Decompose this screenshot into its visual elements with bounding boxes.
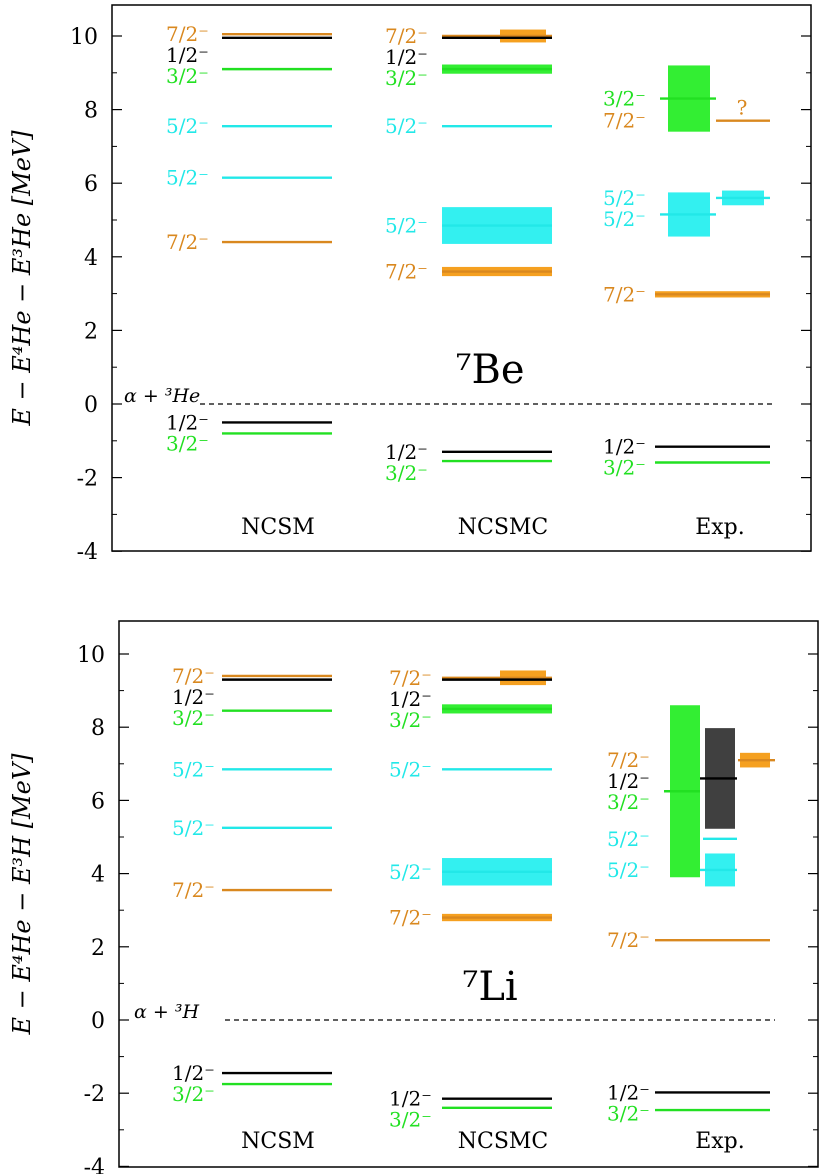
plot-frame: [118, 620, 819, 1168]
level-note: ?: [737, 96, 748, 120]
column-title: Exp.: [695, 1129, 745, 1154]
nucleus-label: ⁷Li: [462, 964, 517, 1010]
y-tick-label: 2: [91, 936, 105, 961]
spin-label: 5/2⁻: [166, 166, 209, 190]
y-tick-label: -2: [77, 467, 98, 492]
plot-frame: [111, 4, 812, 552]
spin-label: 7/2⁻: [607, 928, 650, 952]
spin-label: 1/2⁻: [166, 410, 209, 434]
spin-label: 1/2⁻: [166, 43, 209, 67]
y-tick-label: 10: [77, 643, 105, 668]
spin-label: 3/2⁻: [166, 64, 209, 88]
y-axis-label: E − E⁴He − E³H [MeV]: [8, 753, 36, 1036]
spin-label: 3/2⁻: [603, 456, 646, 480]
y-tick-label: 6: [84, 172, 98, 197]
spin-label: 5/2⁻: [389, 860, 432, 884]
spin-label: 1/2⁻: [389, 1087, 432, 1111]
column-title: NCSM: [241, 1129, 315, 1154]
spin-label: 5/2⁻: [607, 827, 650, 851]
spin-label: 7/2⁻: [389, 666, 432, 690]
column-title: NCSMC: [458, 515, 549, 540]
y-tick-label: 10: [70, 25, 98, 50]
spin-label: 1/2⁻: [385, 45, 428, 69]
spin-label: 1/2⁻: [607, 769, 650, 793]
spin-label: 1/2⁻: [389, 687, 432, 711]
spin-label: 3/2⁻: [389, 1108, 432, 1132]
spin-label: 7/2⁻: [166, 22, 209, 46]
panel-be7: -4 -2 0 2 4 6 8 10 E − E⁴He − E³He [MeV] α + ³He ⁷…: [8, 4, 812, 565]
spin-label: 7/2⁻: [607, 748, 650, 772]
nucleus-label: ⁷Be: [455, 347, 524, 393]
spin-label: 3/2⁻: [172, 1082, 215, 1106]
spin-label: 1/2⁻: [172, 1061, 215, 1085]
spin-label: 7/2⁻: [603, 282, 646, 306]
spin-label: 7/2⁻: [172, 878, 215, 902]
spin-label: 5/2⁻: [166, 114, 209, 138]
spin-label: 1/2⁻: [607, 1080, 650, 1104]
y-tick-label: 8: [84, 99, 98, 124]
spin-label: 3/2⁻: [389, 708, 432, 732]
y-tick-label: 2: [84, 319, 98, 344]
threshold-label: α + ³He: [124, 385, 200, 407]
spin-label: 5/2⁻: [385, 114, 428, 138]
spin-label: 7/2⁻: [166, 230, 209, 254]
column-title: Exp.: [695, 515, 745, 540]
column-title: NCSM: [241, 515, 315, 540]
spin-label: 7/2⁻: [385, 260, 428, 284]
threshold-label: α + ³H: [134, 1001, 199, 1023]
y-tick-label: 4: [84, 246, 98, 271]
y-tick-label: -4: [77, 540, 98, 565]
spin-label: 1/2⁻: [603, 435, 646, 459]
spin-label: 5/2⁻: [603, 207, 646, 231]
spin-label: 3/2⁻: [603, 87, 646, 111]
spin-label: 5/2⁻: [607, 858, 650, 882]
spin-label: 1/2⁻: [385, 440, 428, 464]
spin-label: 7/2⁻: [172, 664, 215, 688]
y-tick-label: 8: [91, 716, 105, 741]
spin-label: 3/2⁻: [607, 1101, 650, 1125]
spin-label: 3/2⁻: [166, 431, 209, 455]
y-tick-label: 4: [91, 863, 105, 888]
y-tick-label: 6: [91, 789, 105, 814]
y-axis-label: E − E⁴He − E³He [MeV]: [8, 130, 36, 427]
spin-label: 5/2⁻: [172, 816, 215, 840]
y-tick-label: 0: [84, 393, 98, 418]
y-tick-label: -2: [84, 1082, 105, 1107]
spin-label: 3/2⁻: [172, 706, 215, 730]
spin-label: 3/2⁻: [385, 461, 428, 485]
spin-label: 7/2⁻: [385, 24, 428, 48]
spin-label: 1/2⁻: [172, 685, 215, 709]
spin-label: 5/2⁻: [389, 757, 432, 781]
spin-label: 3/2⁻: [607, 790, 650, 814]
spin-label: 5/2⁻: [385, 214, 428, 238]
spin-label: 7/2⁻: [603, 109, 646, 133]
spin-label: 5/2⁻: [172, 757, 215, 781]
y-tick-label: 0: [91, 1009, 105, 1034]
panel-li7: -4 -2 0 2 4 6 8 10 E − E⁴He − E³H [MeV] α + ³H ⁷Li…: [8, 620, 819, 1174]
spin-label: 5/2⁻: [603, 186, 646, 210]
y-tick-label: -4: [84, 1155, 105, 1174]
column-title: NCSMC: [458, 1129, 549, 1154]
spin-label: 7/2⁻: [389, 906, 432, 930]
spin-label: 3/2⁻: [385, 66, 428, 90]
